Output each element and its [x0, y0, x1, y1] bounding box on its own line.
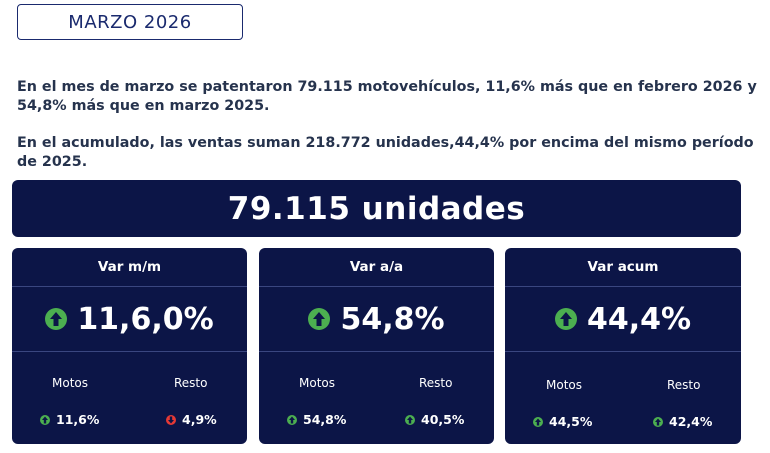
sub-label-motos: Motos — [546, 378, 582, 392]
card-title: Var a/a — [259, 248, 494, 287]
sub-value-text: 44,5% — [549, 414, 593, 429]
trend-up-arrow-icon — [45, 308, 68, 330]
card-value: 11,6,0% — [77, 301, 214, 337]
sub-value-resto: 40,5% — [405, 412, 464, 427]
sub-value-motos: 54,8% — [287, 412, 346, 427]
card-value: 54,8% — [340, 301, 445, 337]
sub-value-text: 40,5% — [421, 412, 465, 427]
sub-value-text: 42,4% — [669, 414, 713, 429]
trend-up-icon — [653, 416, 663, 427]
trend-up-icon — [287, 414, 297, 425]
sub-value-motos: 44,5% — [533, 414, 592, 429]
card-var-mm: Var m/m 11,6,0% Motos Resto 11,6% 4,9% — [12, 248, 247, 444]
card-value: 44,4% — [586, 301, 692, 337]
sub-value-text: 11,6% — [56, 412, 100, 427]
total-units-label: 79.115 unidades — [227, 190, 526, 227]
sub-label-resto: Resto — [174, 376, 208, 390]
trend-up-icon — [405, 414, 415, 425]
trend-up-icon — [533, 416, 543, 427]
sub-label-motos: Motos — [299, 376, 335, 390]
card-var-acum: Var acum 44,4% Motos Resto 44,5% 42,4% — [505, 248, 741, 444]
card-main-value: 54,8% — [259, 287, 494, 352]
sub-label-resto: Resto — [667, 378, 701, 392]
sub-value-text: 4,9% — [182, 412, 217, 427]
trend-up-arrow-icon — [308, 308, 331, 330]
summary-paragraph-monthly: En el mes de marzo se patentaron 79.115 … — [17, 79, 757, 114]
sub-value-text: 54,8% — [303, 412, 347, 427]
month-header: MARZO 2026 — [17, 4, 243, 40]
card-var-aa: Var a/a 54,8% Motos Resto 54,8% 40,5% — [259, 248, 494, 444]
card-title: Var m/m — [12, 248, 247, 287]
month-label: MARZO 2026 — [68, 11, 192, 33]
trend-up-arrow-icon — [554, 308, 577, 330]
sub-label-resto: Resto — [419, 376, 453, 390]
sub-value-resto: 42,4% — [653, 414, 712, 429]
trend-up-icon — [40, 414, 50, 425]
trend-down-icon — [166, 414, 176, 425]
card-main-value: 11,6,0% — [12, 287, 247, 352]
total-units-banner: 79.115 unidades — [12, 180, 741, 237]
sub-value-resto: 4,9% — [166, 412, 217, 427]
card-main-value: 44,4% — [505, 287, 741, 352]
card-title: Var acum — [505, 248, 741, 287]
sub-label-motos: Motos — [52, 376, 88, 390]
summary-paragraph-cumulative: En el acumulado, las ventas suman 218.77… — [17, 135, 754, 170]
sub-value-motos: 11,6% — [40, 412, 99, 427]
